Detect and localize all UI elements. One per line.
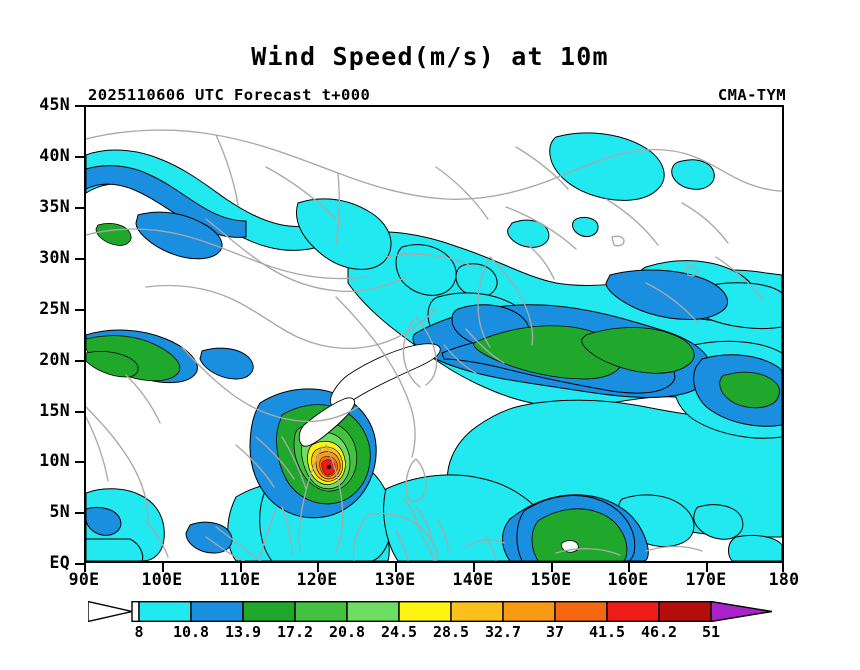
y-tick-label-9: 45N (39, 95, 70, 114)
y-tick-7 (75, 207, 84, 209)
y-tick-0 (75, 563, 84, 565)
y-tick-label-7: 35N (39, 197, 70, 216)
colorbar-label-3: 17.2 (276, 623, 314, 641)
colorbar-over-arrow (710, 601, 772, 622)
x-tick-2 (240, 563, 242, 572)
x-tick-label-3: 120E (296, 570, 338, 589)
y-tick-label-1: 5N (49, 502, 70, 521)
y-tick-label-0: EQ (49, 553, 70, 572)
x-tick-3 (317, 563, 319, 572)
colorbar-label-6: 28.5 (432, 623, 470, 641)
x-tick-label-7: 160E (607, 570, 649, 589)
page-title: Wind Speed(m/s) at 10m (251, 42, 609, 71)
x-tick-label-9: 180 (768, 570, 800, 589)
colorbar-label-11: 51 (701, 623, 721, 641)
y-tick-label-6: 30N (39, 248, 70, 267)
colorbar-label-7: 32.7 (484, 623, 522, 641)
cyclone-center-marker (326, 464, 332, 470)
x-tick-label-6: 150E (530, 570, 572, 589)
y-tick-8 (75, 156, 84, 158)
colorbar-label-10: 46.2 (640, 623, 678, 641)
x-tick-1 (162, 563, 164, 572)
coastline-overlay (86, 129, 782, 561)
colorbar-label-5: 24.5 (380, 623, 418, 641)
y-tick-4 (75, 360, 84, 362)
y-tick-label-5: 25N (39, 299, 70, 318)
x-tick-5 (473, 563, 475, 572)
y-tick-2 (75, 461, 84, 463)
x-tick-label-1: 100E (141, 570, 183, 589)
model-source-label: CMA-TYM (717, 86, 786, 104)
map-plot-area (84, 105, 784, 563)
y-tick-label-8: 40N (39, 146, 70, 165)
y-tick-label-2: 10N (39, 451, 70, 470)
y-tick-3 (75, 411, 84, 413)
x-tick-4 (395, 563, 397, 572)
wind-speed-field (86, 107, 782, 561)
x-tick-7 (628, 563, 630, 572)
x-tick-0 (84, 563, 86, 572)
x-tick-9 (782, 563, 784, 572)
colorbar-under-arrow (88, 601, 133, 622)
colorbar-label-9: 41.5 (588, 623, 626, 641)
x-tick-label-0: 90E (68, 570, 100, 589)
y-tick-label-3: 15N (39, 401, 70, 420)
colorbar-labels: 8 10.8 13.9 17.2 20.8 24.5 28.5 32.7 37 … (88, 623, 772, 645)
colorbar (88, 601, 772, 622)
x-tick-6 (551, 563, 553, 572)
x-tick-label-8: 170E (685, 570, 727, 589)
y-tick-5 (75, 309, 84, 311)
colorbar-label-8: 37 (545, 623, 565, 641)
y-tick-label-4: 20N (39, 350, 70, 369)
colorbar-label-2: 13.9 (224, 623, 262, 641)
x-tick-label-5: 140E (452, 570, 494, 589)
x-tick-8 (706, 563, 708, 572)
x-tick-label-4: 130E (374, 570, 416, 589)
colorbar-swatches (88, 601, 772, 622)
y-tick-1 (75, 512, 84, 514)
colorbar-label-0: 8 (134, 623, 144, 641)
y-tick-6 (75, 258, 84, 260)
colorbar-label-1: 10.8 (172, 623, 210, 641)
x-tick-label-2: 110E (219, 570, 261, 589)
forecast-timestamp: 2025110606 UTC Forecast t+000 (88, 86, 371, 104)
y-tick-9 (75, 105, 84, 107)
colorbar-label-4: 20.8 (328, 623, 366, 641)
